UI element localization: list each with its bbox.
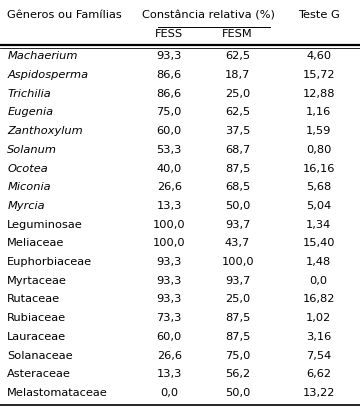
- Text: 6,62: 6,62: [306, 369, 331, 379]
- Text: Myrcia: Myrcia: [7, 201, 45, 211]
- Text: Rubiaceae: Rubiaceae: [7, 313, 66, 323]
- Text: 16,82: 16,82: [302, 295, 335, 305]
- Text: 0,80: 0,80: [306, 145, 331, 155]
- Text: Trichilia: Trichilia: [7, 89, 51, 99]
- Text: Asteraceae: Asteraceae: [7, 369, 71, 379]
- Text: 86,6: 86,6: [157, 70, 182, 80]
- Text: Rutaceae: Rutaceae: [7, 295, 60, 305]
- Text: 1,16: 1,16: [306, 108, 331, 118]
- Text: 87,5: 87,5: [225, 313, 250, 323]
- Text: Ocotea: Ocotea: [7, 164, 48, 173]
- Text: 75,0: 75,0: [157, 108, 182, 118]
- Text: 100,0: 100,0: [221, 257, 254, 267]
- Text: Solanum: Solanum: [7, 145, 57, 155]
- Text: 100,0: 100,0: [153, 220, 185, 230]
- Text: Melastomataceae: Melastomataceae: [7, 388, 108, 398]
- Text: Myrtaceae: Myrtaceae: [7, 276, 67, 286]
- Text: 50,0: 50,0: [225, 201, 250, 211]
- Text: 0,0: 0,0: [160, 388, 178, 398]
- Text: 93,3: 93,3: [157, 276, 182, 286]
- Text: 5,68: 5,68: [306, 182, 331, 192]
- Text: 12,88: 12,88: [302, 89, 335, 99]
- Text: 25,0: 25,0: [225, 89, 250, 99]
- Text: Leguminosae: Leguminosae: [7, 220, 83, 230]
- Text: 5,04: 5,04: [306, 201, 331, 211]
- Text: 100,0: 100,0: [153, 238, 185, 248]
- Text: 40,0: 40,0: [157, 164, 182, 173]
- Text: 62,5: 62,5: [225, 51, 250, 61]
- Text: 56,2: 56,2: [225, 369, 250, 379]
- Text: Euphorbiaceae: Euphorbiaceae: [7, 257, 92, 267]
- Text: Eugenia: Eugenia: [7, 108, 53, 118]
- Text: Teste G: Teste G: [298, 10, 339, 20]
- Text: 93,3: 93,3: [157, 51, 182, 61]
- Text: Zanthoxylum: Zanthoxylum: [7, 126, 83, 136]
- Text: 26,6: 26,6: [157, 182, 182, 192]
- Text: 13,3: 13,3: [157, 369, 182, 379]
- Text: FESS: FESS: [155, 29, 183, 39]
- Text: 13,3: 13,3: [157, 201, 182, 211]
- Text: 60,0: 60,0: [157, 126, 182, 136]
- Text: 68,7: 68,7: [225, 145, 250, 155]
- Text: 68,5: 68,5: [225, 182, 250, 192]
- Text: Lauraceae: Lauraceae: [7, 332, 66, 342]
- Text: Constância relativa (%): Constância relativa (%): [142, 10, 275, 20]
- Text: 53,3: 53,3: [157, 145, 182, 155]
- Text: 3,16: 3,16: [306, 332, 331, 342]
- Text: Meliaceae: Meliaceae: [7, 238, 64, 248]
- Text: 73,3: 73,3: [157, 313, 182, 323]
- Text: 13,22: 13,22: [302, 388, 335, 398]
- Text: 50,0: 50,0: [225, 388, 250, 398]
- Text: 62,5: 62,5: [225, 108, 250, 118]
- Text: 87,5: 87,5: [225, 332, 250, 342]
- Text: 93,3: 93,3: [157, 257, 182, 267]
- Text: 0,0: 0,0: [310, 276, 328, 286]
- Text: Solanaceae: Solanaceae: [7, 351, 73, 360]
- Text: 4,60: 4,60: [306, 51, 331, 61]
- Text: 60,0: 60,0: [157, 332, 182, 342]
- Text: 26,6: 26,6: [157, 351, 182, 360]
- Text: 15,40: 15,40: [302, 238, 335, 248]
- Text: 1,59: 1,59: [306, 126, 331, 136]
- Text: 18,7: 18,7: [225, 70, 250, 80]
- Text: 93,7: 93,7: [225, 276, 250, 286]
- Text: 87,5: 87,5: [225, 164, 250, 173]
- Text: 16,16: 16,16: [302, 164, 335, 173]
- Text: Machaerium: Machaerium: [7, 51, 78, 61]
- Text: 93,7: 93,7: [225, 220, 250, 230]
- Text: 15,72: 15,72: [302, 70, 335, 80]
- Text: Gêneros ou Famílias: Gêneros ou Famílias: [7, 10, 122, 20]
- Text: 37,5: 37,5: [225, 126, 250, 136]
- Text: 1,34: 1,34: [306, 220, 331, 230]
- Text: Aspidosperma: Aspidosperma: [7, 70, 88, 80]
- Text: FESM: FESM: [222, 29, 253, 39]
- Text: 1,48: 1,48: [306, 257, 331, 267]
- Text: 25,0: 25,0: [225, 295, 250, 305]
- Text: 86,6: 86,6: [157, 89, 182, 99]
- Text: 93,3: 93,3: [157, 295, 182, 305]
- Text: 43,7: 43,7: [225, 238, 250, 248]
- Text: Miconia: Miconia: [7, 182, 51, 192]
- Text: 1,02: 1,02: [306, 313, 331, 323]
- Text: 7,54: 7,54: [306, 351, 331, 360]
- Text: 75,0: 75,0: [225, 351, 250, 360]
